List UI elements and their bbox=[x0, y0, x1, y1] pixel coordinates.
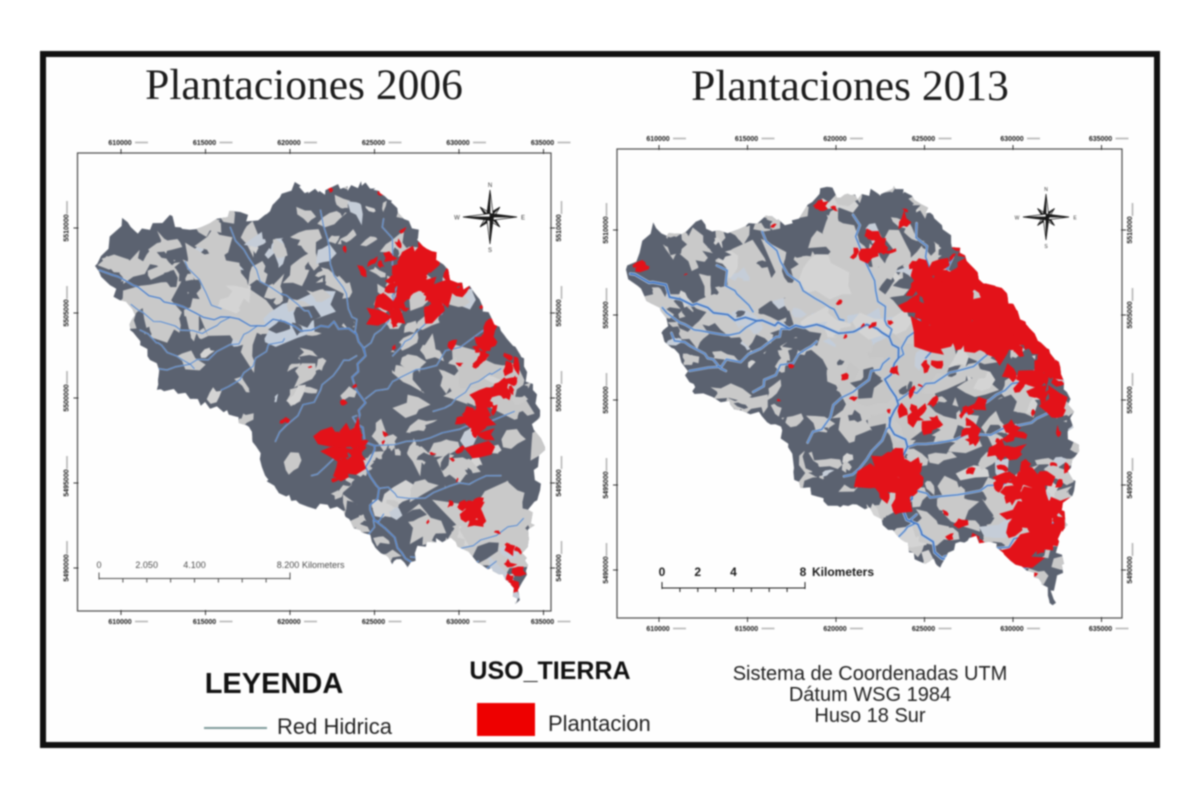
svg-text:E: E bbox=[521, 216, 525, 222]
svg-text:610000: 610000 bbox=[646, 136, 669, 143]
svg-text:610000: 610000 bbox=[646, 626, 669, 633]
svg-text:5500000: 5500000 bbox=[1127, 386, 1134, 413]
svg-text:N: N bbox=[488, 183, 492, 189]
svg-text:615000: 615000 bbox=[735, 136, 758, 143]
svg-text:Huso 18 Sur: Huso 18 Sur bbox=[814, 705, 926, 727]
svg-text:Sistema de Coordenadas UTM: Sistema de Coordenadas UTM bbox=[733, 663, 1008, 685]
svg-text:5510000: 5510000 bbox=[556, 214, 563, 241]
svg-text:5500000: 5500000 bbox=[603, 386, 610, 413]
svg-text:620000: 620000 bbox=[277, 140, 300, 147]
svg-text:625000: 625000 bbox=[362, 619, 385, 626]
svg-text:5490000: 5490000 bbox=[64, 554, 71, 581]
svg-text:625000: 625000 bbox=[362, 140, 385, 147]
svg-text:615000: 615000 bbox=[735, 626, 758, 633]
svg-text:610000: 610000 bbox=[108, 619, 131, 626]
svg-text:630000: 630000 bbox=[446, 619, 469, 626]
svg-text:USO_TIERRA: USO_TIERRA bbox=[469, 657, 630, 685]
svg-text:630000: 630000 bbox=[1000, 136, 1023, 143]
svg-text:5510000: 5510000 bbox=[603, 216, 610, 243]
svg-text:5495000: 5495000 bbox=[64, 469, 71, 496]
svg-text:S: S bbox=[1044, 244, 1048, 250]
svg-text:635000: 635000 bbox=[531, 619, 554, 626]
svg-text:5490000: 5490000 bbox=[556, 554, 563, 581]
svg-text:630000: 630000 bbox=[1000, 626, 1023, 633]
svg-text:620000: 620000 bbox=[823, 626, 846, 633]
svg-text:E: E bbox=[1073, 216, 1077, 222]
svg-text:5505000: 5505000 bbox=[603, 301, 610, 328]
svg-text:5495000: 5495000 bbox=[1127, 471, 1134, 498]
svg-text:0: 0 bbox=[96, 560, 101, 570]
svg-text:635000: 635000 bbox=[1089, 626, 1112, 633]
svg-text:S: S bbox=[488, 248, 492, 254]
svg-text:4.100: 4.100 bbox=[183, 560, 206, 570]
svg-text:5500000: 5500000 bbox=[556, 384, 563, 411]
svg-text:W: W bbox=[454, 216, 460, 222]
svg-text:2: 2 bbox=[694, 565, 701, 579]
svg-text:620000: 620000 bbox=[823, 136, 846, 143]
svg-text:Dátum WSG 1984: Dátum WSG 1984 bbox=[789, 684, 951, 706]
svg-text:5495000: 5495000 bbox=[603, 471, 610, 498]
svg-text:4: 4 bbox=[730, 565, 737, 579]
svg-text:625000: 625000 bbox=[912, 136, 935, 143]
svg-text:5500000: 5500000 bbox=[64, 384, 71, 411]
svg-text:0: 0 bbox=[659, 565, 666, 579]
svg-text:LEYENDA: LEYENDA bbox=[205, 668, 344, 700]
svg-text:8: 8 bbox=[800, 565, 807, 579]
svg-text:615000: 615000 bbox=[193, 140, 216, 147]
svg-text:5505000: 5505000 bbox=[1127, 301, 1134, 328]
svg-text:5505000: 5505000 bbox=[64, 299, 71, 326]
svg-text:5490000: 5490000 bbox=[1127, 556, 1134, 583]
svg-text:5510000: 5510000 bbox=[64, 214, 71, 241]
svg-text:Kilometers: Kilometers bbox=[302, 560, 345, 570]
svg-text:2.050: 2.050 bbox=[135, 560, 158, 570]
svg-text:8.200: 8.200 bbox=[277, 560, 300, 570]
svg-text:5505000: 5505000 bbox=[556, 299, 563, 326]
svg-text:Red Hidrica: Red Hidrica bbox=[277, 714, 393, 739]
svg-text:Plantaciones 2013: Plantaciones 2013 bbox=[691, 62, 1009, 110]
svg-text:610000: 610000 bbox=[108, 140, 131, 147]
svg-text:630000: 630000 bbox=[446, 140, 469, 147]
svg-text:Plantacion: Plantacion bbox=[548, 711, 651, 736]
svg-text:635000: 635000 bbox=[531, 140, 554, 147]
svg-text:N: N bbox=[1044, 187, 1048, 193]
svg-text:620000: 620000 bbox=[277, 619, 300, 626]
svg-text:5490000: 5490000 bbox=[603, 556, 610, 583]
svg-text:615000: 615000 bbox=[193, 619, 216, 626]
svg-text:5510000: 5510000 bbox=[1127, 216, 1134, 243]
svg-text:5495000: 5495000 bbox=[556, 469, 563, 496]
svg-text:W: W bbox=[1015, 216, 1020, 222]
svg-text:Kilometers: Kilometers bbox=[812, 565, 874, 579]
svg-text:625000: 625000 bbox=[912, 626, 935, 633]
svg-text:Plantaciones 2006: Plantaciones 2006 bbox=[145, 61, 463, 109]
svg-text:635000: 635000 bbox=[1089, 136, 1112, 143]
